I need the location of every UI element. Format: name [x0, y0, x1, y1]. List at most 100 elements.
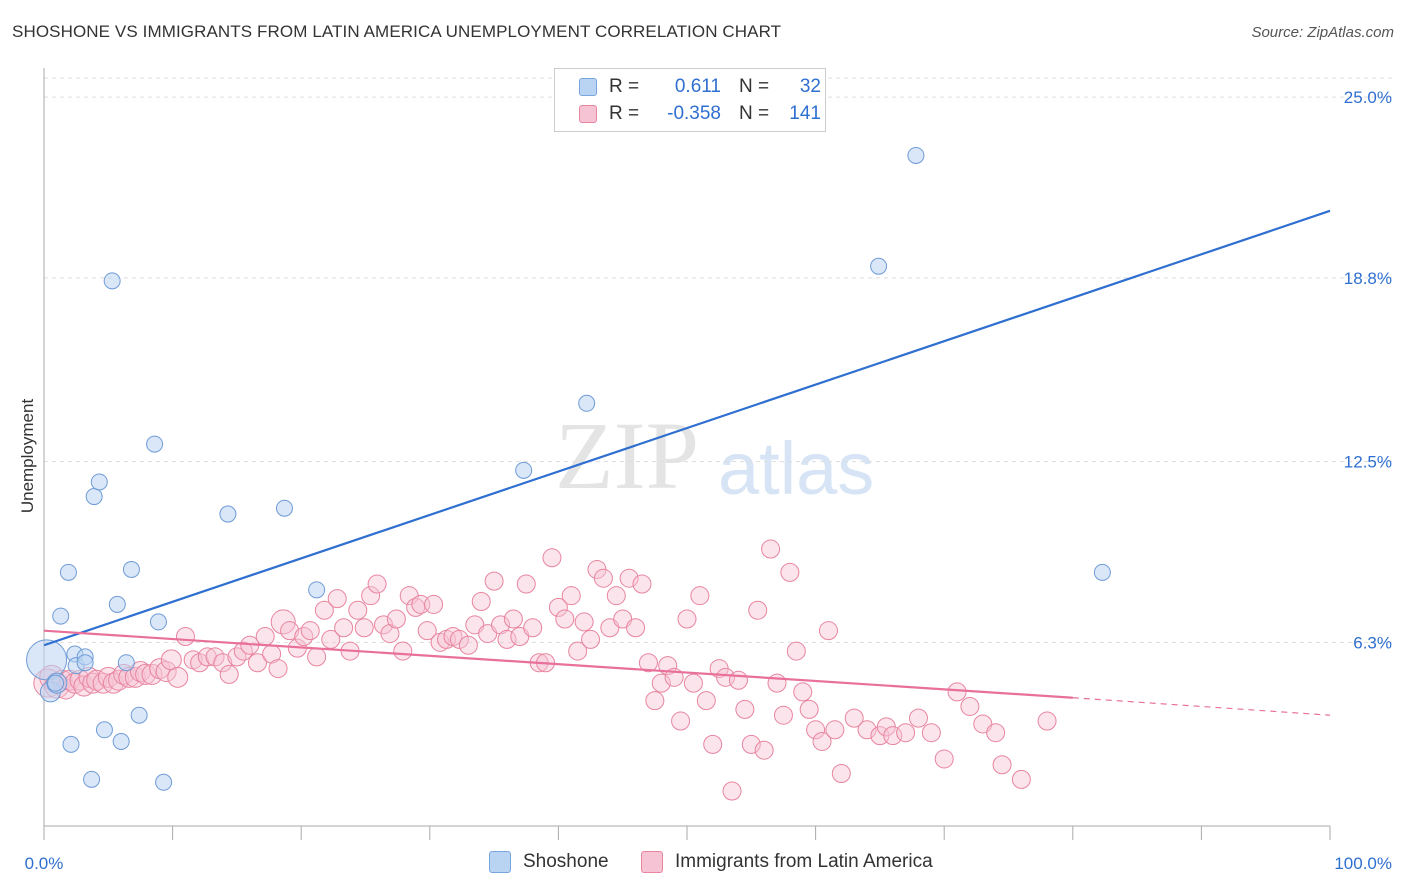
shoshone-point [52, 607, 70, 625]
immigrant-point [767, 673, 787, 693]
shoshone-point [275, 499, 293, 517]
legend-n-label: N = [739, 76, 770, 97]
immigrant-point [1011, 769, 1031, 789]
immigrant-trendline-extension [1072, 697, 1331, 716]
immigrant-point [754, 740, 774, 760]
shoshone-point [149, 613, 167, 631]
shoshone-point [76, 654, 94, 672]
shoshone-point [1093, 563, 1111, 581]
immigrant-point [497, 629, 517, 649]
correlation-legend: R = 0.611 N = 32 R = -0.358 N = 141 [554, 68, 826, 132]
immigrant-point [632, 574, 652, 594]
immigrant-point [818, 621, 838, 641]
immigrant-point [806, 720, 826, 740]
legend-n-label: N = [739, 103, 770, 124]
immigrant-point [844, 708, 864, 728]
shoshone-point [112, 732, 130, 750]
immigrant-point [449, 629, 469, 649]
immigrant-point [619, 568, 639, 588]
immigrant-point [471, 592, 491, 612]
immigrant-point [735, 699, 755, 719]
shoshone-point [108, 595, 126, 613]
immigrant-point [542, 548, 562, 568]
immigrant-point [960, 696, 980, 716]
immigrant-point [568, 641, 588, 661]
immigrant-point [716, 667, 736, 687]
immigrant-point [908, 708, 928, 728]
legend-r-label: R = [609, 103, 640, 124]
immigrant-point [458, 635, 478, 655]
immigrant-point [367, 574, 387, 594]
legend-n-value: 141 [789, 103, 821, 124]
immigrant-point [780, 562, 800, 582]
immigrant-point [1037, 711, 1057, 731]
immigrant-point [503, 609, 523, 629]
immigrant-point [160, 649, 182, 671]
x-tick-label: 100.0% [1334, 854, 1392, 873]
immigrant-point [268, 659, 288, 679]
y-tick-label: 25.0% [1344, 88, 1392, 107]
immigrant-point [799, 699, 819, 719]
immigrant-point [213, 653, 233, 673]
shoshone-point [83, 770, 101, 788]
y-tick-label: 6.3% [1353, 633, 1392, 652]
immigrant-point [921, 723, 941, 743]
immigrant-point [155, 660, 177, 682]
immigrant-point [606, 586, 626, 606]
immigrant-point [812, 731, 832, 751]
shoshone-point [90, 473, 108, 491]
immigrant-point [484, 571, 504, 591]
immigrant-point [825, 720, 845, 740]
shoshone-point [47, 674, 65, 692]
legend-n-value: 32 [799, 76, 821, 97]
shoshone-point [155, 773, 173, 791]
legend-row-shoshone: R = 0.611 N = 32 [579, 75, 821, 99]
legend-swatch-blue [579, 78, 597, 96]
shoshone-point [515, 461, 533, 479]
shoshone-point [122, 560, 140, 578]
immigrant-point [677, 609, 697, 629]
shoshone-point [578, 394, 596, 412]
shoshone-point [95, 721, 113, 739]
immigrant-point [651, 673, 671, 693]
immigrant-point [555, 609, 575, 629]
immigrant-point [992, 755, 1012, 775]
immigrant-point [696, 691, 716, 711]
immigrant-point [934, 749, 954, 769]
immigrant-point [896, 723, 916, 743]
shoshone-point [59, 563, 77, 581]
immigrant-point [857, 720, 877, 740]
immigrant-point [548, 597, 568, 617]
immigrant-point [690, 586, 710, 606]
shoshone-point [26, 639, 68, 681]
immigrant-point [626, 618, 646, 638]
y-tick-label: 12.5% [1344, 453, 1392, 472]
immigrant-point [683, 673, 703, 693]
immigrant-point [354, 618, 374, 638]
immigrant-point [424, 594, 444, 614]
legend-swatch-pink [579, 105, 597, 123]
immigrant-point [205, 647, 225, 667]
shoshone-point [117, 654, 135, 672]
immigrant-point [793, 682, 813, 702]
immigrant-point [773, 705, 793, 725]
legend-r-label: R = [609, 76, 640, 97]
immigrant-point [831, 764, 851, 784]
shoshone-trendline [43, 209, 1331, 647]
shoshone-point [130, 706, 148, 724]
y-tick-label: 18.8% [1344, 269, 1392, 288]
immigrant-point [135, 663, 157, 685]
shoshone-point [146, 435, 164, 453]
x-tick-label: 0.0% [25, 854, 64, 873]
series-swatch-pink [641, 851, 663, 873]
immigrant-point [523, 618, 543, 638]
immigrant-point [561, 586, 581, 606]
immigrant-point [728, 670, 748, 690]
immigrant-point [883, 726, 903, 746]
shoshone-point [62, 735, 80, 753]
immigrant-point [417, 621, 437, 641]
source-label: Source: ZipAtlas.com [1251, 24, 1394, 41]
immigrant-point [593, 568, 613, 588]
immigrant-point [307, 647, 327, 667]
